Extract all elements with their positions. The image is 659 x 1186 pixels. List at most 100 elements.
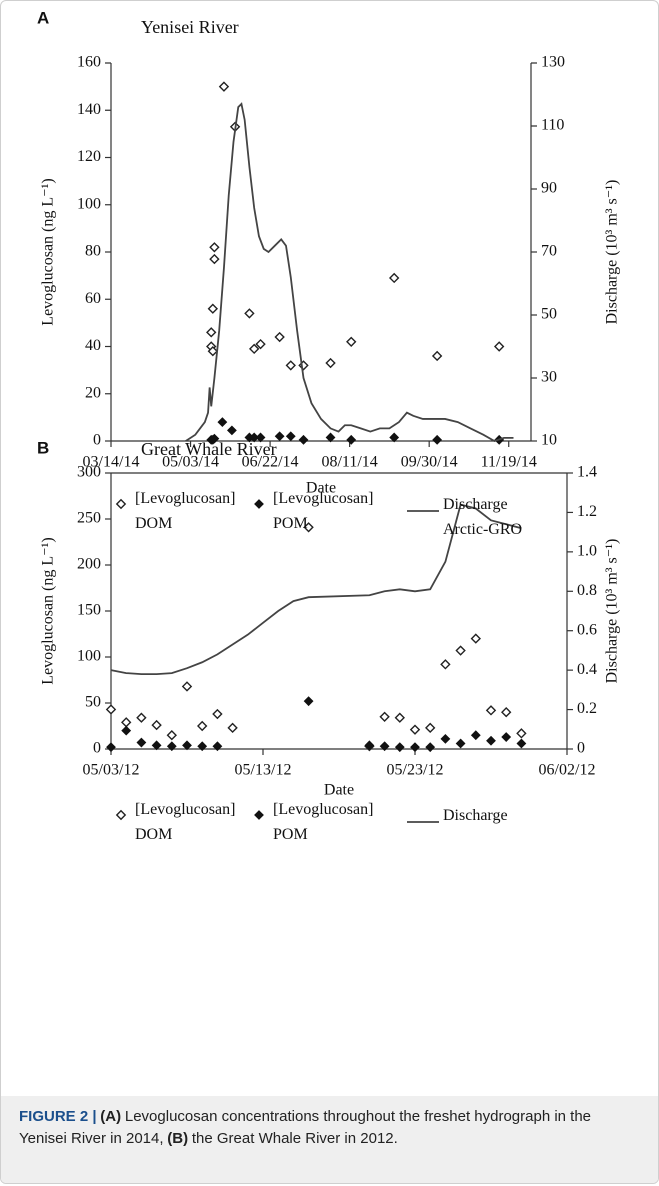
pom-point: [166, 741, 177, 752]
dom-point: [425, 722, 436, 734]
y-tick-label: 150: [77, 602, 101, 619]
y2-tick-label: 90: [541, 180, 557, 197]
dom-point: [181, 681, 193, 692]
y2-tick-label: 10: [541, 432, 557, 449]
caption-label: FIGURE 2 |: [19, 1108, 97, 1125]
chart: B Great Whale River 0 50 100 150 200 250 300 0 0.2…: [37, 438, 621, 823]
dom-point: [388, 272, 400, 284]
dom-point: [274, 331, 285, 343]
pom-point: [121, 725, 132, 736]
pom-point: [227, 425, 237, 436]
pom-point: [249, 432, 260, 443]
y-tick-label: 120: [77, 148, 101, 165]
y-tick-label: 160: [77, 54, 101, 71]
dom-point: [244, 308, 255, 319]
legend-marker: [115, 498, 127, 510]
y-tick-label: 20: [85, 384, 101, 401]
pom-point: [364, 740, 375, 751]
dom-point: [501, 707, 512, 718]
y2-axis-title: Discharge (10³ m³ s⁻¹): [604, 180, 621, 325]
pom-point: [501, 732, 512, 742]
dom-point: [197, 720, 208, 732]
chart-title: Yenisei River: [141, 17, 239, 37]
legend-marker: [254, 499, 264, 509]
x-axis-title: Date: [324, 782, 354, 799]
pom-point: [486, 735, 496, 746]
pom-point: [151, 740, 162, 751]
y2-tick-label: 0.6: [577, 621, 597, 638]
panel-label: B: [37, 438, 49, 457]
pom-point: [346, 434, 357, 445]
y2-tick-label: 1.2: [577, 503, 597, 520]
pom-point: [197, 741, 208, 752]
legend-label: Discharge Arctic-GRO: [443, 496, 523, 538]
y-axis-title: Levoglucosan (ng L⁻¹): [40, 537, 57, 684]
dom-point: [440, 659, 451, 670]
dom-point: [218, 81, 230, 92]
pom-point: [255, 432, 266, 443]
dom-point: [346, 336, 357, 347]
pom-point: [455, 738, 466, 749]
y2-axis-title: Discharge (10³ m³ s⁻¹): [604, 539, 621, 684]
y-tick-label: 80: [85, 243, 101, 260]
y-tick-label: 300: [77, 464, 101, 481]
y-tick-label: 140: [77, 101, 101, 118]
legend-label: [Levoglucosan] POM: [273, 801, 374, 843]
legend-label: [Levoglucosan] POM: [273, 490, 374, 532]
dom-point: [206, 327, 217, 338]
caption-text: the Great Whale River in 2012.: [191, 1130, 398, 1147]
dom-point: [207, 346, 219, 357]
dom-point: [455, 645, 466, 656]
chart: A Yenisei River 0 20 40 60 80 100 120 140 160 10 30 5…: [37, 8, 621, 512]
pom-point: [440, 733, 451, 744]
pom-point: [470, 730, 481, 741]
dom-point: [431, 350, 443, 362]
legend-label: Discharge: [443, 807, 508, 824]
dom-point: [207, 303, 219, 314]
x-axis-title: Date: [306, 480, 336, 497]
y2-tick-label: 0: [577, 740, 585, 757]
x-tick-label: 05/13/12: [235, 762, 292, 779]
y-tick-label: 60: [85, 290, 101, 307]
pom-point: [432, 434, 443, 445]
pom-point: [410, 742, 420, 753]
x-tick-label: 11/19/14: [481, 454, 537, 471]
dom-point: [151, 719, 162, 731]
caption-text: Levoglucosan concentrations throughout t…: [19, 1108, 592, 1147]
y2-tick-label: 0.8: [577, 582, 597, 599]
dom-point: [105, 704, 117, 715]
dom-point: [136, 712, 147, 723]
y2-tick-label: 50: [541, 306, 557, 323]
pom-point: [274, 431, 285, 442]
pom-point: [285, 431, 296, 442]
x-tick-label: 06/22/14: [242, 454, 299, 471]
legend-label: [Levoglucosan] DOM: [135, 490, 236, 532]
y-tick-label: 250: [77, 510, 101, 527]
dom-point: [209, 253, 220, 265]
discharge-line: [185, 102, 514, 442]
x-tick-label: 09/30/14: [401, 454, 458, 471]
x-tick-label: 03/14/14: [83, 454, 140, 471]
dom-point: [409, 724, 421, 735]
y2-tick-label: 1.0: [577, 543, 597, 560]
y-axis-title: Levoglucosan (ng L⁻¹): [40, 178, 57, 325]
y-tick-label: 0: [93, 740, 101, 757]
chart-title: Great Whale River: [141, 439, 277, 459]
pom-point: [389, 432, 400, 443]
dom-point: [325, 357, 336, 369]
y2-tick-label: 70: [541, 243, 557, 260]
y-tick-label: 40: [85, 337, 101, 354]
dom-point: [394, 712, 405, 723]
pom-point: [425, 742, 436, 753]
x-tick-label: 05/23/12: [387, 762, 444, 779]
caption-text: (B): [167, 1130, 189, 1147]
dom-point: [212, 708, 223, 720]
y2-tick-label: 0.4: [577, 661, 597, 678]
dom-point: [248, 343, 260, 355]
dom-point: [227, 722, 238, 734]
dom-point: [121, 717, 132, 728]
dom-point: [166, 730, 177, 741]
dom-point: [285, 360, 296, 371]
dom-point: [470, 633, 481, 644]
